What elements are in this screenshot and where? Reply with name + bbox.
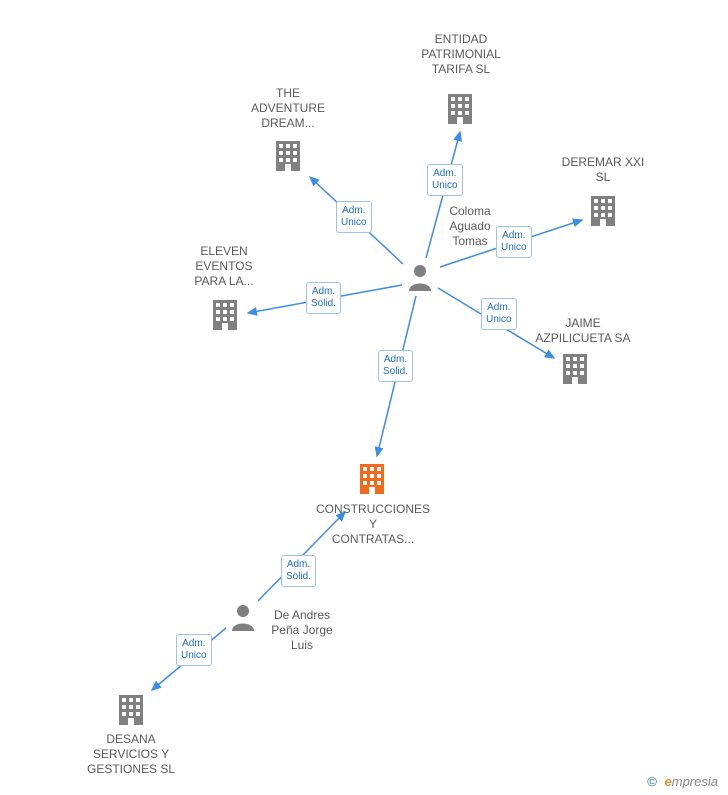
edge-label: Adm. Unico — [427, 164, 463, 196]
edges-layer — [0, 0, 728, 795]
edge-label: Adm. Solid. — [378, 350, 413, 382]
copyright-symbol: © — [647, 774, 657, 789]
edge-label: Adm. Unico — [336, 201, 372, 233]
building-icon-highlight — [357, 462, 387, 501]
edge-label: Adm. Unico — [481, 298, 517, 330]
edge-label: Adm. Unico — [496, 226, 532, 258]
node-label: ENTIDAD PATRIMONIAL TARIFA SL — [413, 32, 509, 77]
edge-label: Adm. Unico — [176, 634, 212, 666]
node-label: DESANA SERVICIOS Y GESTIONES SL — [82, 732, 180, 777]
node-label: De Andres Peña Jorge Luis — [262, 608, 342, 653]
person-icon — [230, 603, 256, 636]
node-label: DEREMAR XXI SL — [553, 155, 653, 185]
node-label: JAIME AZPILICUETA SA — [523, 316, 643, 346]
diagram-canvas: Coloma Aguado Tomas THE ADVENTURE DREAM.… — [0, 0, 728, 795]
node-label: Coloma Aguado Tomas — [435, 204, 505, 249]
edge-label: Adm. Solid. — [281, 555, 316, 587]
building-icon — [116, 693, 146, 732]
edge-label: Adm. Solid. — [306, 282, 341, 314]
building-icon — [588, 194, 618, 233]
building-icon — [560, 352, 590, 391]
footer-watermark: © empresia — [647, 774, 718, 789]
building-icon — [273, 139, 303, 178]
building-icon — [445, 92, 475, 131]
node-label: THE ADVENTURE DREAM... — [243, 86, 333, 131]
node-label: ELEVEN EVENTOS PARA LA... — [181, 244, 267, 289]
person-icon — [407, 263, 433, 296]
node-label: CONSTRUCCIONES Y CONTRATAS... — [309, 502, 437, 547]
building-icon — [210, 298, 240, 337]
brand-first-letter: e — [665, 774, 672, 789]
brand-rest: mpresia — [672, 774, 718, 789]
